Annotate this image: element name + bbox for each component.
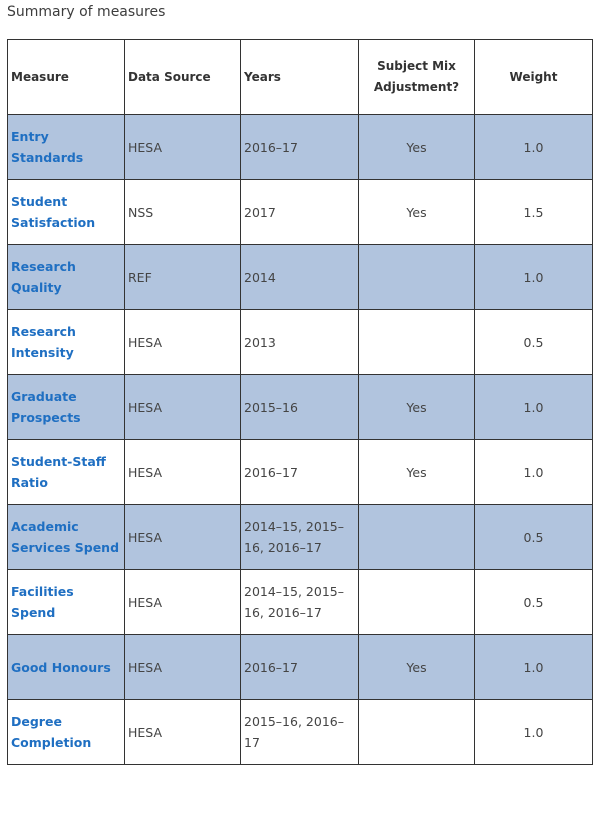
data-source-cell: REF bbox=[124, 244, 241, 310]
table-row: Student Satisfaction NSS 2017 Yes 1.5 bbox=[7, 179, 593, 245]
years-cell: 2016–17 bbox=[240, 439, 359, 505]
measure-cell[interactable]: Student Satisfaction bbox=[7, 179, 125, 245]
table-row: Facilities Spend HESA 2014–15, 2015–16, … bbox=[7, 569, 593, 635]
weight-cell: 0.5 bbox=[474, 504, 593, 570]
years-cell: 2015–16 bbox=[240, 374, 359, 440]
adjustment-cell: Yes bbox=[358, 634, 475, 700]
table-row: Student-Staff Ratio HESA 2016–17 Yes 1.0 bbox=[7, 439, 593, 505]
header-weight: Weight bbox=[474, 39, 593, 115]
adjustment-cell bbox=[358, 244, 475, 310]
adjustment-cell: Yes bbox=[358, 374, 475, 440]
header-subject-mix-adjustment: Subject Mix Adjustment? bbox=[358, 39, 475, 115]
weight-cell: 1.0 bbox=[474, 374, 593, 440]
measure-cell[interactable]: Graduate Prospects bbox=[7, 374, 125, 440]
data-source-cell: HESA bbox=[124, 439, 241, 505]
years-cell: 2015–16, 2016–17 bbox=[240, 699, 359, 765]
years-cell: 2013 bbox=[240, 309, 359, 375]
adjustment-cell: Yes bbox=[358, 439, 475, 505]
years-cell: 2014 bbox=[240, 244, 359, 310]
adjustment-cell bbox=[358, 699, 475, 765]
measure-cell[interactable]: Research Quality bbox=[7, 244, 125, 310]
data-source-cell: HESA bbox=[124, 504, 241, 570]
table-caption: Summary of measures bbox=[7, 4, 166, 20]
table-row: Graduate Prospects HESA 2015–16 Yes 1.0 bbox=[7, 374, 593, 440]
weight-cell: 1.0 bbox=[474, 699, 593, 765]
years-cell: 2014–15, 2015–16, 2016–17 bbox=[240, 504, 359, 570]
weight-cell: 1.0 bbox=[474, 244, 593, 310]
measure-cell[interactable]: Entry Standards bbox=[7, 114, 125, 180]
data-source-cell: NSS bbox=[124, 179, 241, 245]
years-cell: 2016–17 bbox=[240, 114, 359, 180]
data-source-cell: HESA bbox=[124, 374, 241, 440]
table-row: Research Quality REF 2014 1.0 bbox=[7, 244, 593, 310]
measure-cell[interactable]: Facilities Spend bbox=[7, 569, 125, 635]
data-source-cell: HESA bbox=[124, 569, 241, 635]
data-source-cell: HESA bbox=[124, 699, 241, 765]
data-source-cell: HESA bbox=[124, 309, 241, 375]
weight-cell: 1.0 bbox=[474, 439, 593, 505]
table-row: Entry Standards HESA 2016–17 Yes 1.0 bbox=[7, 114, 593, 180]
measure-cell[interactable]: Degree Completion bbox=[7, 699, 125, 765]
weight-cell: 1.0 bbox=[474, 114, 593, 180]
header-data-source: Data Source bbox=[124, 39, 241, 115]
measure-cell[interactable]: Good Honours bbox=[7, 634, 125, 700]
table-row: Good Honours HESA 2016–17 Yes 1.0 bbox=[7, 634, 593, 700]
adjustment-cell: Yes bbox=[358, 114, 475, 180]
adjustment-cell bbox=[358, 309, 475, 375]
years-cell: 2014–15, 2015–16, 2016–17 bbox=[240, 569, 359, 635]
table-row: Academic Services Spend HESA 2014–15, 20… bbox=[7, 504, 593, 570]
header-years: Years bbox=[240, 39, 359, 115]
header-row: Measure Data Source Years Subject Mix Ad… bbox=[7, 39, 593, 115]
header-measure: Measure bbox=[7, 39, 125, 115]
measure-cell[interactable]: Research Intensity bbox=[7, 309, 125, 375]
weight-cell: 1.5 bbox=[474, 179, 593, 245]
measure-cell[interactable]: Academic Services Spend bbox=[7, 504, 125, 570]
table-row: Degree Completion HESA 2015–16, 2016–17 … bbox=[7, 699, 593, 765]
adjustment-cell: Yes bbox=[358, 179, 475, 245]
measure-cell[interactable]: Student-Staff Ratio bbox=[7, 439, 125, 505]
data-source-cell: HESA bbox=[124, 634, 241, 700]
years-cell: 2017 bbox=[240, 179, 359, 245]
weight-cell: 0.5 bbox=[474, 569, 593, 635]
adjustment-cell bbox=[358, 504, 475, 570]
adjustment-cell bbox=[358, 569, 475, 635]
data-source-cell: HESA bbox=[124, 114, 241, 180]
table-row: Research Intensity HESA 2013 0.5 bbox=[7, 309, 593, 375]
weight-cell: 1.0 bbox=[474, 634, 593, 700]
years-cell: 2016–17 bbox=[240, 634, 359, 700]
measures-table: Measure Data Source Years Subject Mix Ad… bbox=[7, 39, 593, 765]
weight-cell: 0.5 bbox=[474, 309, 593, 375]
